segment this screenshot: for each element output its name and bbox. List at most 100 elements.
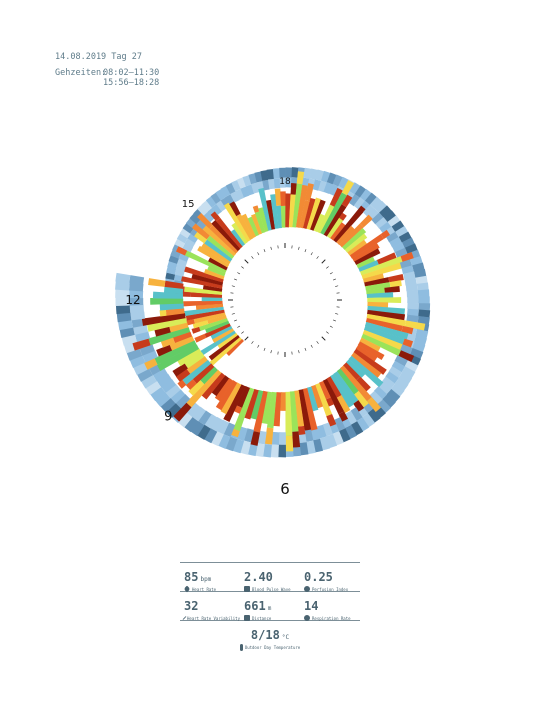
- ring-segment: [248, 173, 258, 185]
- ring-segment: [121, 334, 137, 346]
- data-bar: [185, 309, 225, 321]
- ring-segment: [416, 282, 429, 291]
- hour-tick: [263, 249, 266, 253]
- data-bar: [365, 317, 403, 332]
- date-line: 14.08.2019 Tag 27: [55, 52, 142, 62]
- ring-segment: [262, 444, 272, 458]
- hour-label-6: 6: [280, 480, 290, 498]
- ring-segment: [160, 397, 176, 413]
- data-bar: [367, 297, 402, 303]
- ring-segment: [247, 442, 258, 457]
- hour-tick: [257, 252, 260, 256]
- ring-segment: [174, 238, 186, 249]
- ring-segment: [398, 372, 413, 385]
- hour-tick: [231, 285, 235, 287]
- data-bar: [214, 377, 234, 402]
- ring-segment: [210, 416, 224, 432]
- ring-segment: [369, 390, 383, 405]
- data-bar: [326, 413, 337, 427]
- ring-segment: [285, 167, 293, 178]
- ring-segment: [406, 290, 419, 298]
- data-bar: [313, 213, 325, 233]
- data-bar: [186, 369, 222, 408]
- data-bar: [252, 205, 260, 213]
- ring-segment: [262, 179, 270, 191]
- ring-segment: [115, 272, 131, 283]
- ring-segment: [412, 341, 426, 353]
- ring-segment: [344, 424, 357, 440]
- ring-segment: [338, 428, 351, 443]
- lungs-icon: [304, 615, 310, 621]
- ring-segment: [115, 305, 131, 315]
- data-bar: [367, 301, 389, 308]
- hour-tick: [241, 266, 244, 269]
- data-bar: [216, 217, 243, 249]
- data-bar: [310, 199, 326, 231]
- ring-segment: [409, 348, 424, 360]
- ring-segment: [137, 368, 153, 382]
- data-bar: [298, 389, 312, 431]
- hour-tick: [237, 325, 241, 328]
- data-bar: [154, 340, 197, 365]
- ring-segment: [176, 233, 188, 244]
- ring-segment: [133, 362, 149, 376]
- ring-segment: [375, 217, 388, 229]
- ring-segment: [328, 184, 339, 196]
- data-bar: [404, 320, 426, 331]
- data-bar: [247, 216, 260, 237]
- ring-segment: [201, 200, 213, 212]
- ring-segment: [129, 290, 144, 299]
- ring-segment: [299, 442, 309, 456]
- ring-segment: [255, 443, 265, 457]
- hour-tick: [263, 347, 266, 351]
- ring-segment: [236, 426, 248, 441]
- hour-tick: [244, 336, 249, 341]
- data-bar: [323, 204, 347, 237]
- data-bar: [355, 345, 378, 362]
- data-bar: [342, 228, 367, 251]
- data-bar: [148, 278, 166, 287]
- data-bar: [208, 257, 228, 271]
- ring-segment: [231, 179, 241, 192]
- data-bar: [165, 308, 185, 316]
- data-bar: [354, 248, 381, 266]
- data-bar: [175, 368, 191, 382]
- ring-segment: [394, 355, 408, 367]
- ring-segment: [272, 168, 280, 179]
- data-bar: [322, 378, 345, 415]
- hour-label-15: 15: [182, 199, 195, 210]
- ring-segment: [377, 399, 392, 414]
- data-bar: [356, 256, 376, 269]
- data-bar: [204, 323, 231, 338]
- data-bar: [178, 306, 224, 317]
- data-bar: [160, 337, 175, 348]
- ring-segment: [391, 220, 405, 233]
- data-bar: [330, 222, 346, 241]
- thermometer-icon: [239, 644, 243, 651]
- ring-segment: [242, 175, 252, 187]
- ring-segment: [165, 272, 176, 281]
- data-bar: [208, 334, 240, 361]
- ring-segment: [235, 188, 245, 200]
- data-bar: [285, 435, 294, 452]
- ring-segment: [379, 221, 392, 234]
- data-bar: [202, 285, 223, 292]
- data-bar: [336, 395, 351, 414]
- ring-segment: [118, 319, 133, 331]
- ring-segment: [362, 204, 375, 217]
- data-bar: [320, 192, 348, 235]
- walking-time-2: 15:56–18:28: [103, 78, 160, 88]
- hour-tick: [332, 278, 336, 281]
- data-bar: [351, 352, 382, 378]
- stat-respiration: 14 Respiration Rate: [304, 599, 351, 621]
- data-bar: [280, 191, 286, 206]
- ring-segment: [392, 242, 405, 253]
- ring-segment: [197, 204, 209, 216]
- data-bar: [270, 194, 279, 229]
- data-bar: [266, 199, 276, 230]
- data-bar: [206, 336, 242, 368]
- data-bar: [359, 214, 373, 228]
- ring-segment: [257, 430, 267, 445]
- data-bar: [326, 217, 344, 239]
- data-bar: [384, 286, 400, 293]
